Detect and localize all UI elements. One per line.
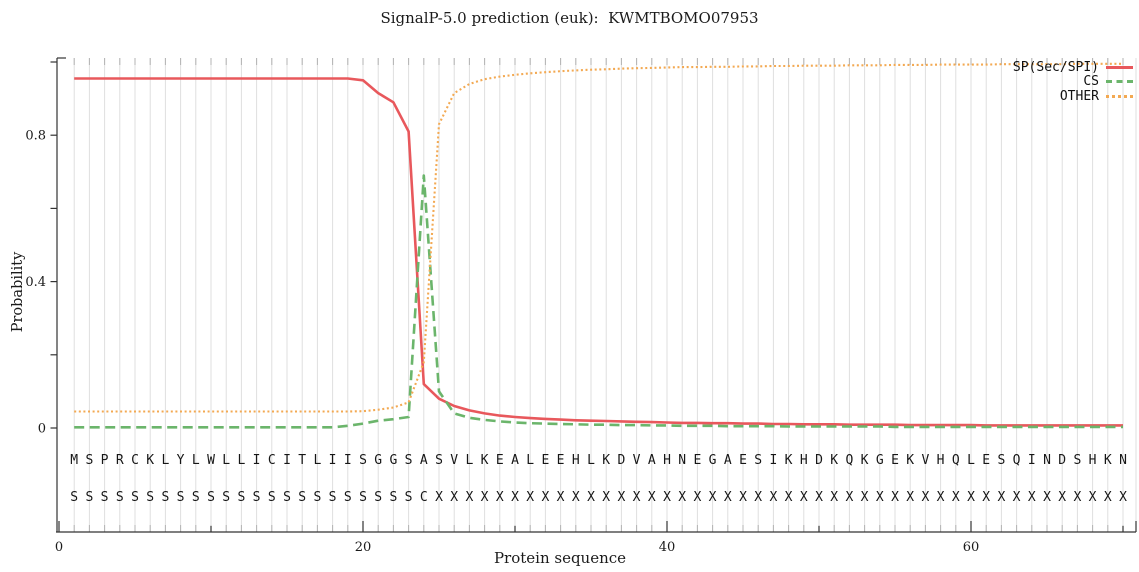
legend-label-other: OTHER (1059, 88, 1099, 104)
sp-line-swatch (1106, 65, 1133, 69)
x-axis-label: Protein sequence (493, 549, 627, 567)
other-line-swatch (1106, 94, 1133, 98)
axes: 0 0.4 0.8 0 20 40 60 (25, 57, 1137, 555)
svg-text:0: 0 (55, 540, 63, 555)
svg-text:60: 60 (963, 540, 980, 555)
legend-item-other: OTHER (1013, 89, 1133, 104)
legend-item-sp: SP(Sec/SPI) (1013, 60, 1133, 75)
svg-text:0: 0 (38, 422, 46, 437)
curve-other (74, 62, 1123, 413)
y-axis-label: Probability (10, 251, 26, 333)
svg-text:40: 40 (659, 540, 676, 555)
svg-text:0.4: 0.4 (25, 275, 46, 290)
cs-line-swatch (1106, 80, 1133, 84)
svg-text:0.8: 0.8 (25, 129, 46, 144)
legend-item-cs: CS (1013, 74, 1133, 90)
chart-title: SignalP-5.0 prediction (euk): KWMTBOMO07… (380, 9, 759, 27)
gridlines (73, 58, 1137, 532)
legend: SP(Sec/SPI) CS OTHER (1013, 60, 1133, 104)
curve-cs (74, 174, 1123, 429)
legend-label-cs: CS (1083, 74, 1099, 90)
legend-label-sp: SP(Sec/SPI) (1012, 59, 1099, 75)
probability-curves (74, 62, 1123, 429)
curve-sp-sec-spi- (74, 77, 1123, 427)
svg-text:20: 20 (355, 540, 372, 555)
